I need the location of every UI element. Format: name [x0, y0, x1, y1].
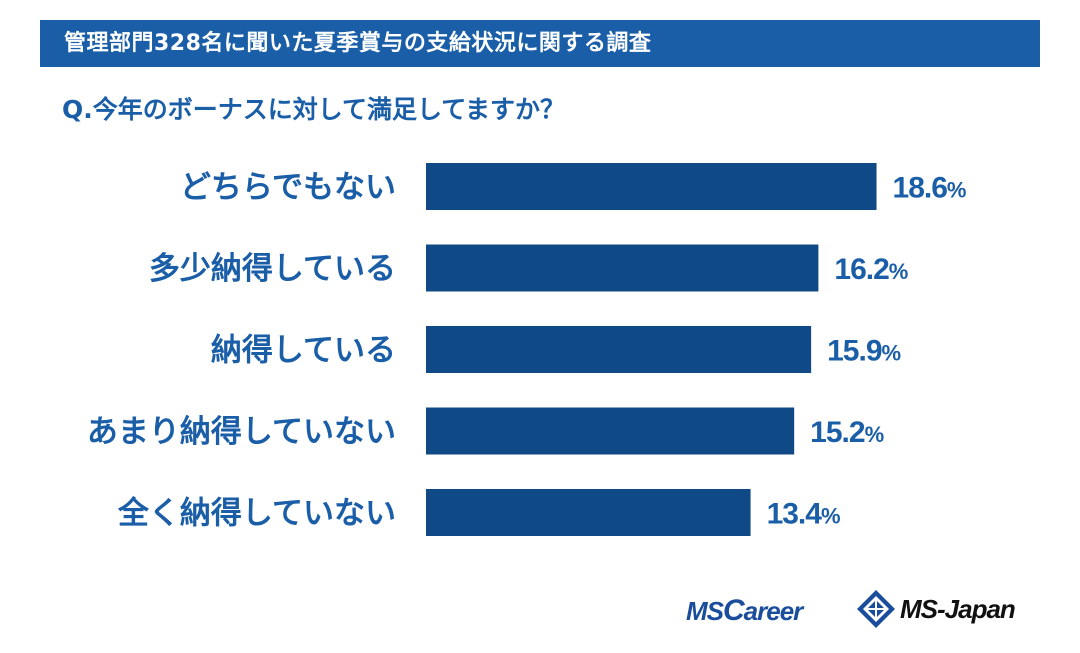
mscareer-logo-c: C	[723, 594, 745, 627]
mscareer-logo-areer: areer	[743, 596, 804, 626]
mscareer-logo: MSCareer	[686, 594, 804, 628]
logo-area: MSCareer MS-Japan	[686, 590, 1046, 632]
bar	[426, 326, 812, 373]
ms-japan-diamond-icon	[857, 590, 895, 628]
bar	[426, 244, 819, 292]
mscareer-logo-ms: MS	[686, 596, 724, 626]
msjapan-logo: MS-Japan	[900, 594, 1016, 624]
page-title: 管理部門328名に聞いた夏季賞与の支給状況に関する調査	[64, 31, 652, 56]
bar	[426, 407, 795, 455]
category-label: どちらでもない	[180, 170, 396, 206]
value-label: 13.4%	[767, 498, 840, 531]
category-label: 多少納得している	[149, 251, 396, 287]
category-label: 全く納得していない	[117, 496, 396, 532]
value-label: 18.6%	[893, 172, 966, 205]
question-text: Q.今年のボーナスに対して満足してますか？	[62, 95, 566, 124]
bar	[426, 489, 751, 536]
category-label: あまり納得していない	[87, 414, 396, 450]
category-label: 納得している	[211, 333, 396, 369]
bar	[426, 163, 877, 210]
value-label: 15.9%	[827, 335, 900, 368]
value-label: 15.2%	[810, 416, 883, 449]
title-bar: 管理部門328名に聞いた夏季賞与の支給状況に関する調査	[40, 20, 1040, 67]
value-label: 16.2%	[834, 253, 907, 286]
